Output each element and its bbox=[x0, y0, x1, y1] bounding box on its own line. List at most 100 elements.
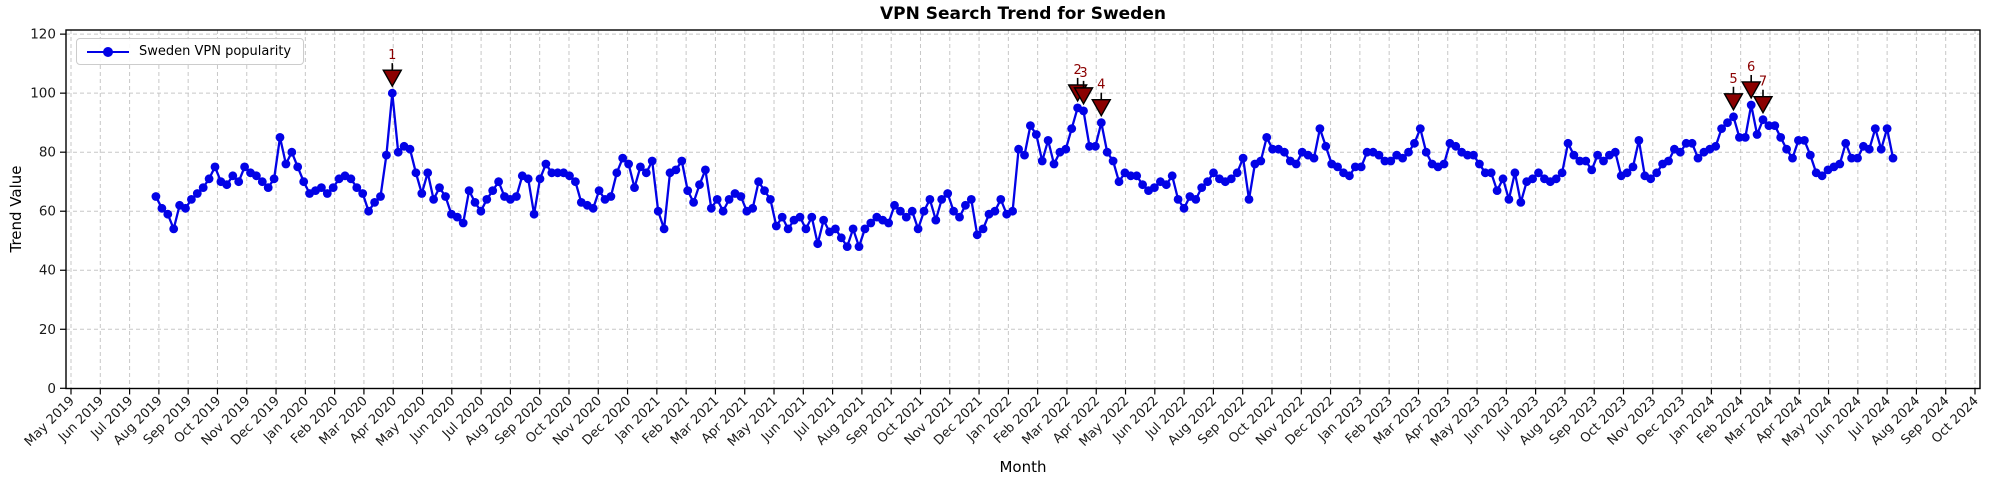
data-point-marker bbox=[376, 192, 385, 201]
data-point-marker bbox=[1711, 141, 1721, 151]
data-point-marker bbox=[417, 189, 427, 198]
data-point-marker bbox=[275, 133, 285, 142]
data-point-marker bbox=[1150, 183, 1159, 193]
annotation-triangle-icon bbox=[1091, 98, 1112, 118]
data-point-marker bbox=[1882, 124, 1892, 133]
annotation-triangle-icon bbox=[382, 69, 403, 88]
y-tick-label: 0 bbox=[47, 381, 56, 397]
data-point-marker bbox=[1014, 144, 1023, 154]
data-point-marker bbox=[1232, 168, 1242, 178]
data-point-marker bbox=[972, 230, 982, 240]
data-point-marker bbox=[612, 168, 622, 178]
data-point-marker bbox=[1079, 106, 1088, 116]
data-point-marker bbox=[630, 183, 639, 193]
data-point-marker bbox=[624, 159, 633, 169]
data-point-marker bbox=[1209, 168, 1218, 178]
data-point-marker bbox=[488, 186, 498, 196]
data-point-marker bbox=[1321, 141, 1331, 151]
data-point-marker bbox=[801, 224, 811, 234]
data-point-marker bbox=[1569, 150, 1579, 160]
y-tick-label: 20 bbox=[39, 322, 56, 338]
data-point-marker bbox=[1610, 147, 1620, 157]
data-point-marker bbox=[1238, 153, 1248, 163]
data-point-marker bbox=[1404, 147, 1413, 157]
data-point-marker bbox=[234, 177, 244, 187]
data-point-marker bbox=[588, 203, 598, 213]
data-point-marker bbox=[1167, 171, 1177, 181]
annotation-triangle-icon bbox=[1740, 81, 1762, 100]
data-point-marker bbox=[1782, 144, 1791, 154]
data-point-marker bbox=[1876, 144, 1886, 154]
annotation-triangle-icon bbox=[1752, 96, 1774, 115]
data-point-marker bbox=[996, 195, 1006, 204]
data-point-marker bbox=[181, 203, 190, 213]
data-point-marker bbox=[494, 177, 503, 187]
data-point-marker bbox=[836, 233, 846, 243]
data-point-marker bbox=[777, 212, 787, 222]
annotation-label: 2 bbox=[1073, 63, 1081, 78]
data-point-marker bbox=[896, 206, 905, 216]
data-point-marker bbox=[1717, 124, 1726, 133]
data-point-marker bbox=[1528, 174, 1537, 184]
data-point-marker bbox=[535, 174, 545, 184]
data-point-marker bbox=[854, 242, 864, 252]
data-point-marker bbox=[706, 203, 716, 213]
data-point-marker bbox=[819, 215, 828, 225]
data-point-marker bbox=[1805, 150, 1815, 160]
y-tick-label: 40 bbox=[39, 263, 56, 279]
data-point-marker bbox=[1557, 168, 1567, 178]
data-point-marker bbox=[210, 162, 220, 172]
data-point-marker bbox=[1652, 168, 1662, 178]
annotation-label: 6 bbox=[1747, 60, 1755, 75]
data-point-marker bbox=[1758, 115, 1768, 125]
data-point-marker bbox=[712, 195, 722, 204]
data-point-marker bbox=[1280, 147, 1289, 157]
data-point-marker bbox=[263, 183, 273, 193]
data-point-marker bbox=[529, 209, 539, 219]
data-point-marker bbox=[1516, 198, 1526, 207]
data-point-marker bbox=[736, 192, 746, 201]
data-point-marker bbox=[701, 165, 710, 175]
data-point-marker bbox=[269, 174, 279, 184]
legend: Sweden VPN popularity bbox=[76, 38, 305, 65]
data-point-marker bbox=[470, 198, 480, 207]
data-point-marker bbox=[1386, 156, 1396, 166]
data-point-marker bbox=[1693, 153, 1703, 163]
data-point-marker bbox=[405, 144, 415, 154]
annotation-triangle-icon bbox=[1073, 87, 1094, 106]
data-point-marker bbox=[860, 224, 870, 234]
data-point-marker bbox=[198, 183, 208, 193]
data-point-marker bbox=[1096, 118, 1106, 128]
x-axis-label: Month bbox=[999, 458, 1047, 476]
data-point-marker bbox=[541, 159, 551, 169]
y-tick-label: 60 bbox=[39, 204, 56, 220]
data-point-marker bbox=[1675, 147, 1685, 157]
data-point-marker bbox=[907, 206, 917, 216]
data-point-marker bbox=[423, 168, 433, 178]
data-point-marker bbox=[1031, 130, 1041, 139]
legend-line-marker-icon bbox=[87, 46, 129, 57]
data-point-marker bbox=[724, 195, 734, 204]
data-point-marker bbox=[1049, 159, 1059, 169]
data-point-marker bbox=[387, 88, 397, 98]
data-point-marker bbox=[1864, 144, 1874, 154]
data-point-marker bbox=[1398, 153, 1407, 163]
data-point-marker bbox=[1309, 153, 1319, 163]
data-point-marker bbox=[890, 200, 899, 210]
data-point-marker bbox=[783, 224, 793, 234]
data-point-marker bbox=[760, 186, 769, 196]
data-point-marker bbox=[565, 171, 574, 181]
annotation-label: 4 bbox=[1097, 78, 1105, 93]
data-point-marker bbox=[1628, 162, 1638, 172]
data-point-marker bbox=[352, 183, 362, 193]
data-point-marker bbox=[169, 224, 179, 234]
data-point-marker bbox=[1752, 130, 1762, 139]
data-point-marker bbox=[1421, 147, 1431, 157]
data-point-marker bbox=[1870, 124, 1880, 133]
data-point-marker bbox=[771, 221, 781, 231]
annotation-label: 7 bbox=[1759, 75, 1767, 90]
data-point-marker bbox=[606, 192, 616, 201]
data-point-marker bbox=[1161, 180, 1171, 190]
data-point-marker bbox=[157, 203, 167, 213]
